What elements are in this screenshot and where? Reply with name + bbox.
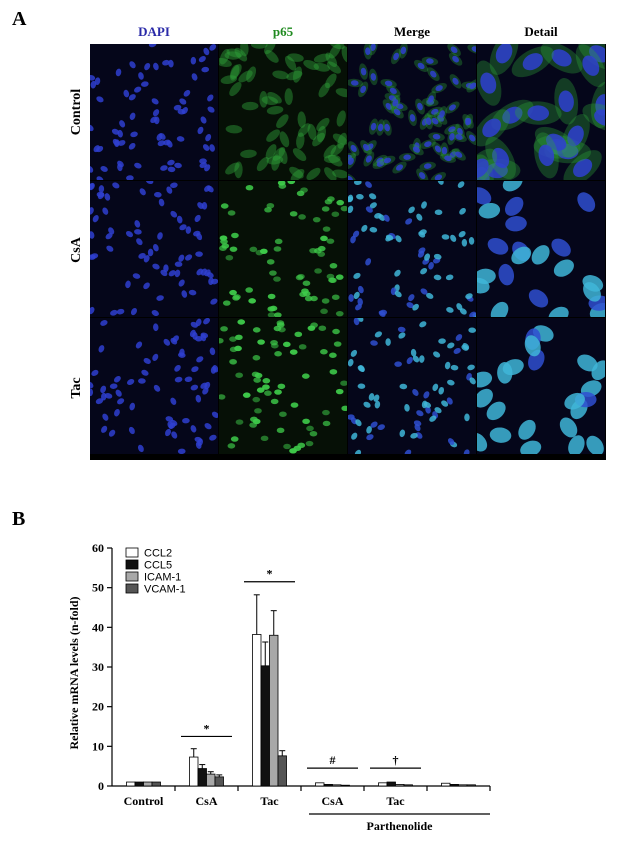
column-header-dapi: DAPI <box>138 24 170 39</box>
row-label-control: Control <box>69 88 84 136</box>
bar-ccl5 <box>134 781 144 787</box>
bar-vcam-1 <box>151 781 161 787</box>
bar-ccl2 <box>252 634 262 787</box>
bar-icam-1 <box>332 784 342 787</box>
legend-label-ccl2: CCL2 <box>144 548 172 560</box>
group-label-parthenolide: Parthenolide <box>367 819 434 833</box>
y-tick-label: 60 <box>92 541 104 555</box>
panel-b-label: B <box>12 508 26 530</box>
bar-ccl5 <box>323 784 333 787</box>
bar-chart: 0 10 20 30 40 50 60 Control CsA Tac CsA Tac * * # † CC… <box>67 541 491 833</box>
bar-icam-1 <box>143 781 153 787</box>
row-label-csa: CsA <box>69 237 84 263</box>
x-tick-label: CsA <box>321 794 343 808</box>
micrograph-control-merge <box>348 44 476 180</box>
x-tick-label: Tac <box>260 794 279 808</box>
micrograph-csa-p65 <box>219 181 347 317</box>
micrograph-tac-p65 <box>219 318 347 454</box>
legend-label-icam-1: ICAM-1 <box>144 572 181 584</box>
y-tick-label: 0 <box>98 779 104 793</box>
bar-ccl2 <box>378 782 388 787</box>
bar-icam-1 <box>458 784 468 787</box>
micrograph-control-dapi <box>90 44 218 180</box>
significance-marker: * <box>267 567 273 581</box>
row-label-tac: Tac <box>69 377 84 399</box>
micrograph-control-p65 <box>219 44 347 180</box>
bar-vcam-1 <box>340 784 350 787</box>
bar-ccl5 <box>197 768 207 787</box>
column-header-merge: Merge <box>393 24 431 39</box>
bar-vcam-1 <box>214 776 224 787</box>
bar-ccl5 <box>386 781 396 787</box>
bar-icam-1 <box>269 634 279 787</box>
column-header-detail: Detail <box>524 24 558 39</box>
legend-label-vcam-1: VCAM-1 <box>144 584 186 596</box>
legend-swatch-vcam-1 <box>125 583 139 594</box>
legend-label-ccl5: CCL5 <box>144 560 172 572</box>
x-tick-label: Control <box>124 794 164 808</box>
bar-ccl2 <box>315 782 325 787</box>
micrograph-grid <box>90 44 606 460</box>
x-tick-label: CsA <box>195 794 217 808</box>
significance-marker: # <box>330 753 336 767</box>
panel-a-label: A <box>12 8 27 30</box>
y-tick-label: 10 <box>92 739 104 753</box>
micrograph-csa-detail <box>477 181 605 317</box>
bar-vcam-1 <box>403 784 413 787</box>
micrograph-tac-merge <box>348 318 476 454</box>
micrograph-tac-detail <box>477 318 605 454</box>
bar-icam-1 <box>206 773 216 787</box>
y-tick-label: 50 <box>92 581 104 595</box>
bar-vcam-1 <box>277 755 287 787</box>
column-header-p65: p65 <box>272 24 294 39</box>
y-tick-label: 30 <box>92 660 104 674</box>
bar-ccl2 <box>441 782 451 787</box>
significance-marker: † <box>393 753 399 767</box>
bar-ccl2 <box>126 781 136 787</box>
micrograph-tac-dapi <box>90 318 218 454</box>
micrograph-csa-merge <box>348 181 476 317</box>
legend-swatch-ccl5 <box>125 559 139 570</box>
micrograph-control-detail <box>477 44 605 180</box>
y-tick-label: 40 <box>92 620 104 634</box>
bar-icam-1 <box>395 784 405 787</box>
significance-marker: * <box>204 721 210 735</box>
legend-swatch-icam-1 <box>125 571 139 582</box>
bar-vcam-1 <box>466 784 476 787</box>
x-tick-label: Tac <box>386 794 405 808</box>
legend-swatch-ccl2 <box>125 547 139 558</box>
bar-ccl5 <box>260 665 270 787</box>
micrograph-csa-dapi <box>90 181 218 317</box>
y-tick-label: 20 <box>92 700 104 714</box>
bar-ccl5 <box>449 784 459 787</box>
y-axis-label: Relative mRNA levels (n-fold) <box>67 597 81 750</box>
bar-ccl2 <box>189 756 199 787</box>
